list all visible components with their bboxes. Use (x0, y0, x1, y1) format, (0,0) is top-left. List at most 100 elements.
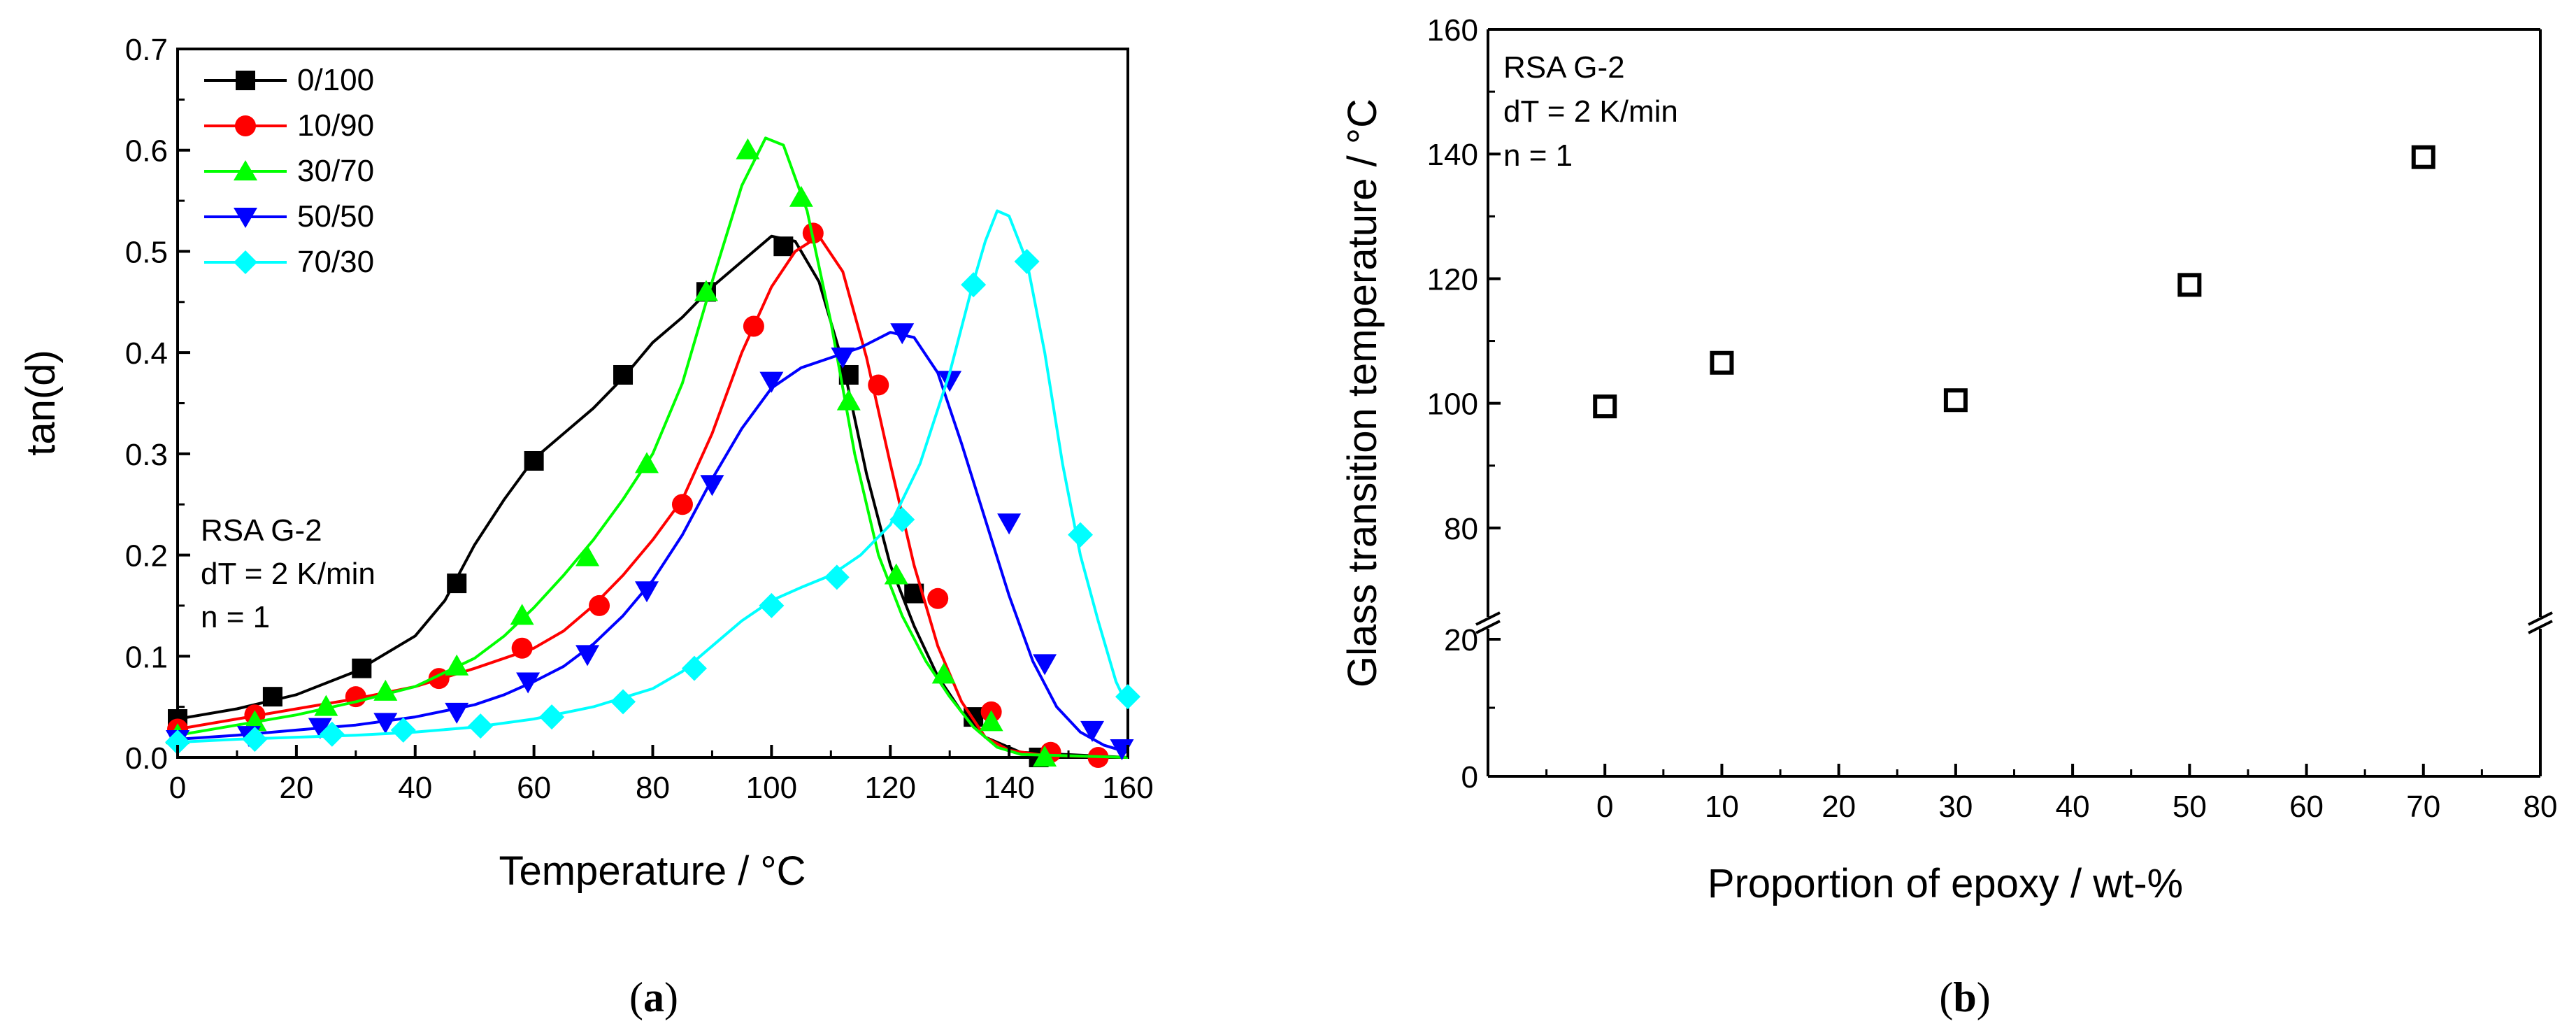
scatter-point (2177, 273, 2202, 297)
series-point-50-50 (308, 718, 332, 739)
legend-marker-0-100 (236, 71, 255, 90)
panel-a-x-axis-label: Temperature / °C (499, 848, 806, 894)
legend-marker-10-90 (235, 115, 256, 136)
scatter-point (2411, 145, 2435, 169)
series-point-30-70 (694, 280, 718, 301)
series-point-30-70 (635, 452, 659, 473)
series-point-70-30 (759, 592, 785, 618)
legend-label-10-90: 10/90 (297, 108, 374, 143)
panel-a-x-tick-label: 100 (746, 771, 797, 805)
series-point-30-70 (314, 694, 338, 716)
panel-a-annotation-line2: dT = 2 K/min (201, 557, 375, 591)
panel-b-x-tick-label: 30 (1938, 790, 1973, 824)
series-point-50-50 (516, 672, 541, 694)
panel-a-annotation-line1: RSA G-2 (201, 513, 322, 548)
series-point-30-70 (243, 710, 267, 732)
panel-b-x-tick-label: 50 (2173, 790, 2207, 824)
series-point-0-100 (262, 687, 282, 707)
series-point-30-70 (1033, 746, 1057, 767)
series-point-50-50 (635, 581, 659, 603)
panel-b-x-tick-label: 0 (1596, 790, 1613, 824)
series-line-70-30 (177, 209, 1129, 744)
series-point-30-70 (736, 138, 760, 159)
panel-b-y-tick-label: 80 (1444, 512, 1478, 546)
series-point-70-30 (468, 713, 494, 739)
series-point-30-70 (884, 563, 908, 585)
series-point-50-50 (1080, 720, 1105, 742)
series-point-70-30 (1068, 522, 1094, 548)
panel-b-annotation-line1: RSA G-2 (1503, 50, 1625, 85)
series-point-70-30 (824, 564, 850, 590)
series-point-50-50 (445, 702, 469, 724)
panel-a-y-tick-label: 0.6 (125, 134, 168, 169)
panel-a-y-tick-label: 0.1 (125, 640, 168, 674)
series-point-50-50 (1033, 654, 1057, 676)
series-point-50-50 (997, 513, 1022, 535)
panel-b-plot: 0 10 20 30 40 50 60 70 80 0 20 80 100 120 140 160 RSA G… (1340, 13, 2557, 1020)
series-point-70-30 (681, 655, 707, 681)
panel-b-y-tick-label: 100 (1427, 387, 1478, 422)
series-point-50-50 (759, 371, 784, 393)
panel-a-plot: 0 20 40 60 80 100 120 140 160 0.0 0.1 0.2 0.3 0.4 0.5 0… (18, 33, 1154, 1020)
series-point-70-30 (1115, 684, 1140, 710)
legend-label-70-30: 70/30 (297, 245, 374, 279)
panel-b-annotation-line2: dT = 2 K/min (1503, 94, 1678, 129)
legend-marker-30-70 (234, 160, 257, 180)
series-point-70-30 (961, 272, 987, 298)
series-point-10-90 (868, 374, 889, 396)
panel-b-y-axis-label: Glass transition temperature / °C (1340, 99, 1385, 688)
series-point-50-50 (575, 645, 600, 667)
panel-b-axis-break-mark (2528, 611, 2553, 626)
panel-a-y-tick-label: 0.5 (125, 235, 168, 269)
panel-b-x-axis-label: Proportion of epoxy / wt-% (1708, 861, 2183, 906)
panel-a-y-tick-label: 0.7 (125, 33, 168, 67)
series-point-70-30 (242, 726, 268, 752)
series-point-0-100 (773, 236, 794, 257)
scatter-point (1943, 388, 1968, 413)
series-line-0-100 (177, 234, 1129, 759)
series-point-70-30 (319, 721, 345, 747)
series-point-30-70 (931, 662, 956, 684)
panel-a-x-tick-label: 160 (1102, 771, 1153, 805)
panel-b-x-tick-label: 70 (2406, 790, 2440, 824)
panel-b-y-tick-label: 0 (1461, 760, 1478, 795)
series-point-0-100 (352, 658, 372, 678)
series-point-30-70 (510, 604, 534, 625)
panel-b-y-tick-label: 20 (1444, 623, 1478, 657)
legend-label-0-100: 0/100 (297, 63, 374, 97)
panel-b-caption: (b) (1939, 974, 1990, 1020)
series-point-70-30 (889, 506, 915, 532)
series-point-70-30 (610, 689, 636, 715)
panel-a-y-tick-label: 0.4 (125, 336, 168, 371)
panel-a-y-tick-label: 0.2 (125, 539, 168, 574)
panel-a-x-tick-label: 40 (398, 771, 432, 805)
panel-a-caption: (a) (629, 974, 678, 1020)
panel-b-x-tick-label: 20 (1822, 790, 1856, 824)
legend-marker-70-30 (234, 250, 257, 274)
series-point-70-30 (165, 729, 190, 755)
panel-b-x-tick-label: 10 (1705, 790, 1739, 824)
panel-a-x-tick-label: 60 (517, 771, 551, 805)
series-point-10-90 (743, 315, 764, 337)
panel-b-x-tick-label: 60 (2289, 790, 2324, 824)
series-point-70-30 (539, 704, 565, 730)
series-point-0-100 (613, 364, 634, 385)
panel-b-x-tick-label: 40 (2056, 790, 2090, 824)
series-point-70-30 (390, 717, 416, 743)
panel-b-axis-break-mark (1475, 611, 1501, 626)
series-point-30-70 (979, 710, 1003, 732)
series-point-30-70 (445, 654, 469, 676)
legend-label-30-70: 30/70 (297, 154, 374, 188)
series-point-30-70 (789, 185, 813, 207)
series-point-50-50 (831, 347, 855, 369)
panel-a-x-tick-label: 140 (983, 771, 1034, 805)
panel-a-x-tick-label: 0 (169, 771, 186, 805)
panel-b-x-tick-label: 80 (2524, 790, 2558, 824)
series-point-50-50 (890, 323, 915, 345)
panel-a-y-axis-label: tan(d) (18, 350, 64, 456)
panel-a-x-tick-label: 80 (636, 771, 670, 805)
panel-b-y-tick-label: 160 (1427, 13, 1478, 48)
panel-a-annotation-line3: n = 1 (201, 600, 270, 634)
panel-b-y-tick-label: 140 (1427, 138, 1478, 172)
series-point-30-70 (575, 545, 600, 567)
